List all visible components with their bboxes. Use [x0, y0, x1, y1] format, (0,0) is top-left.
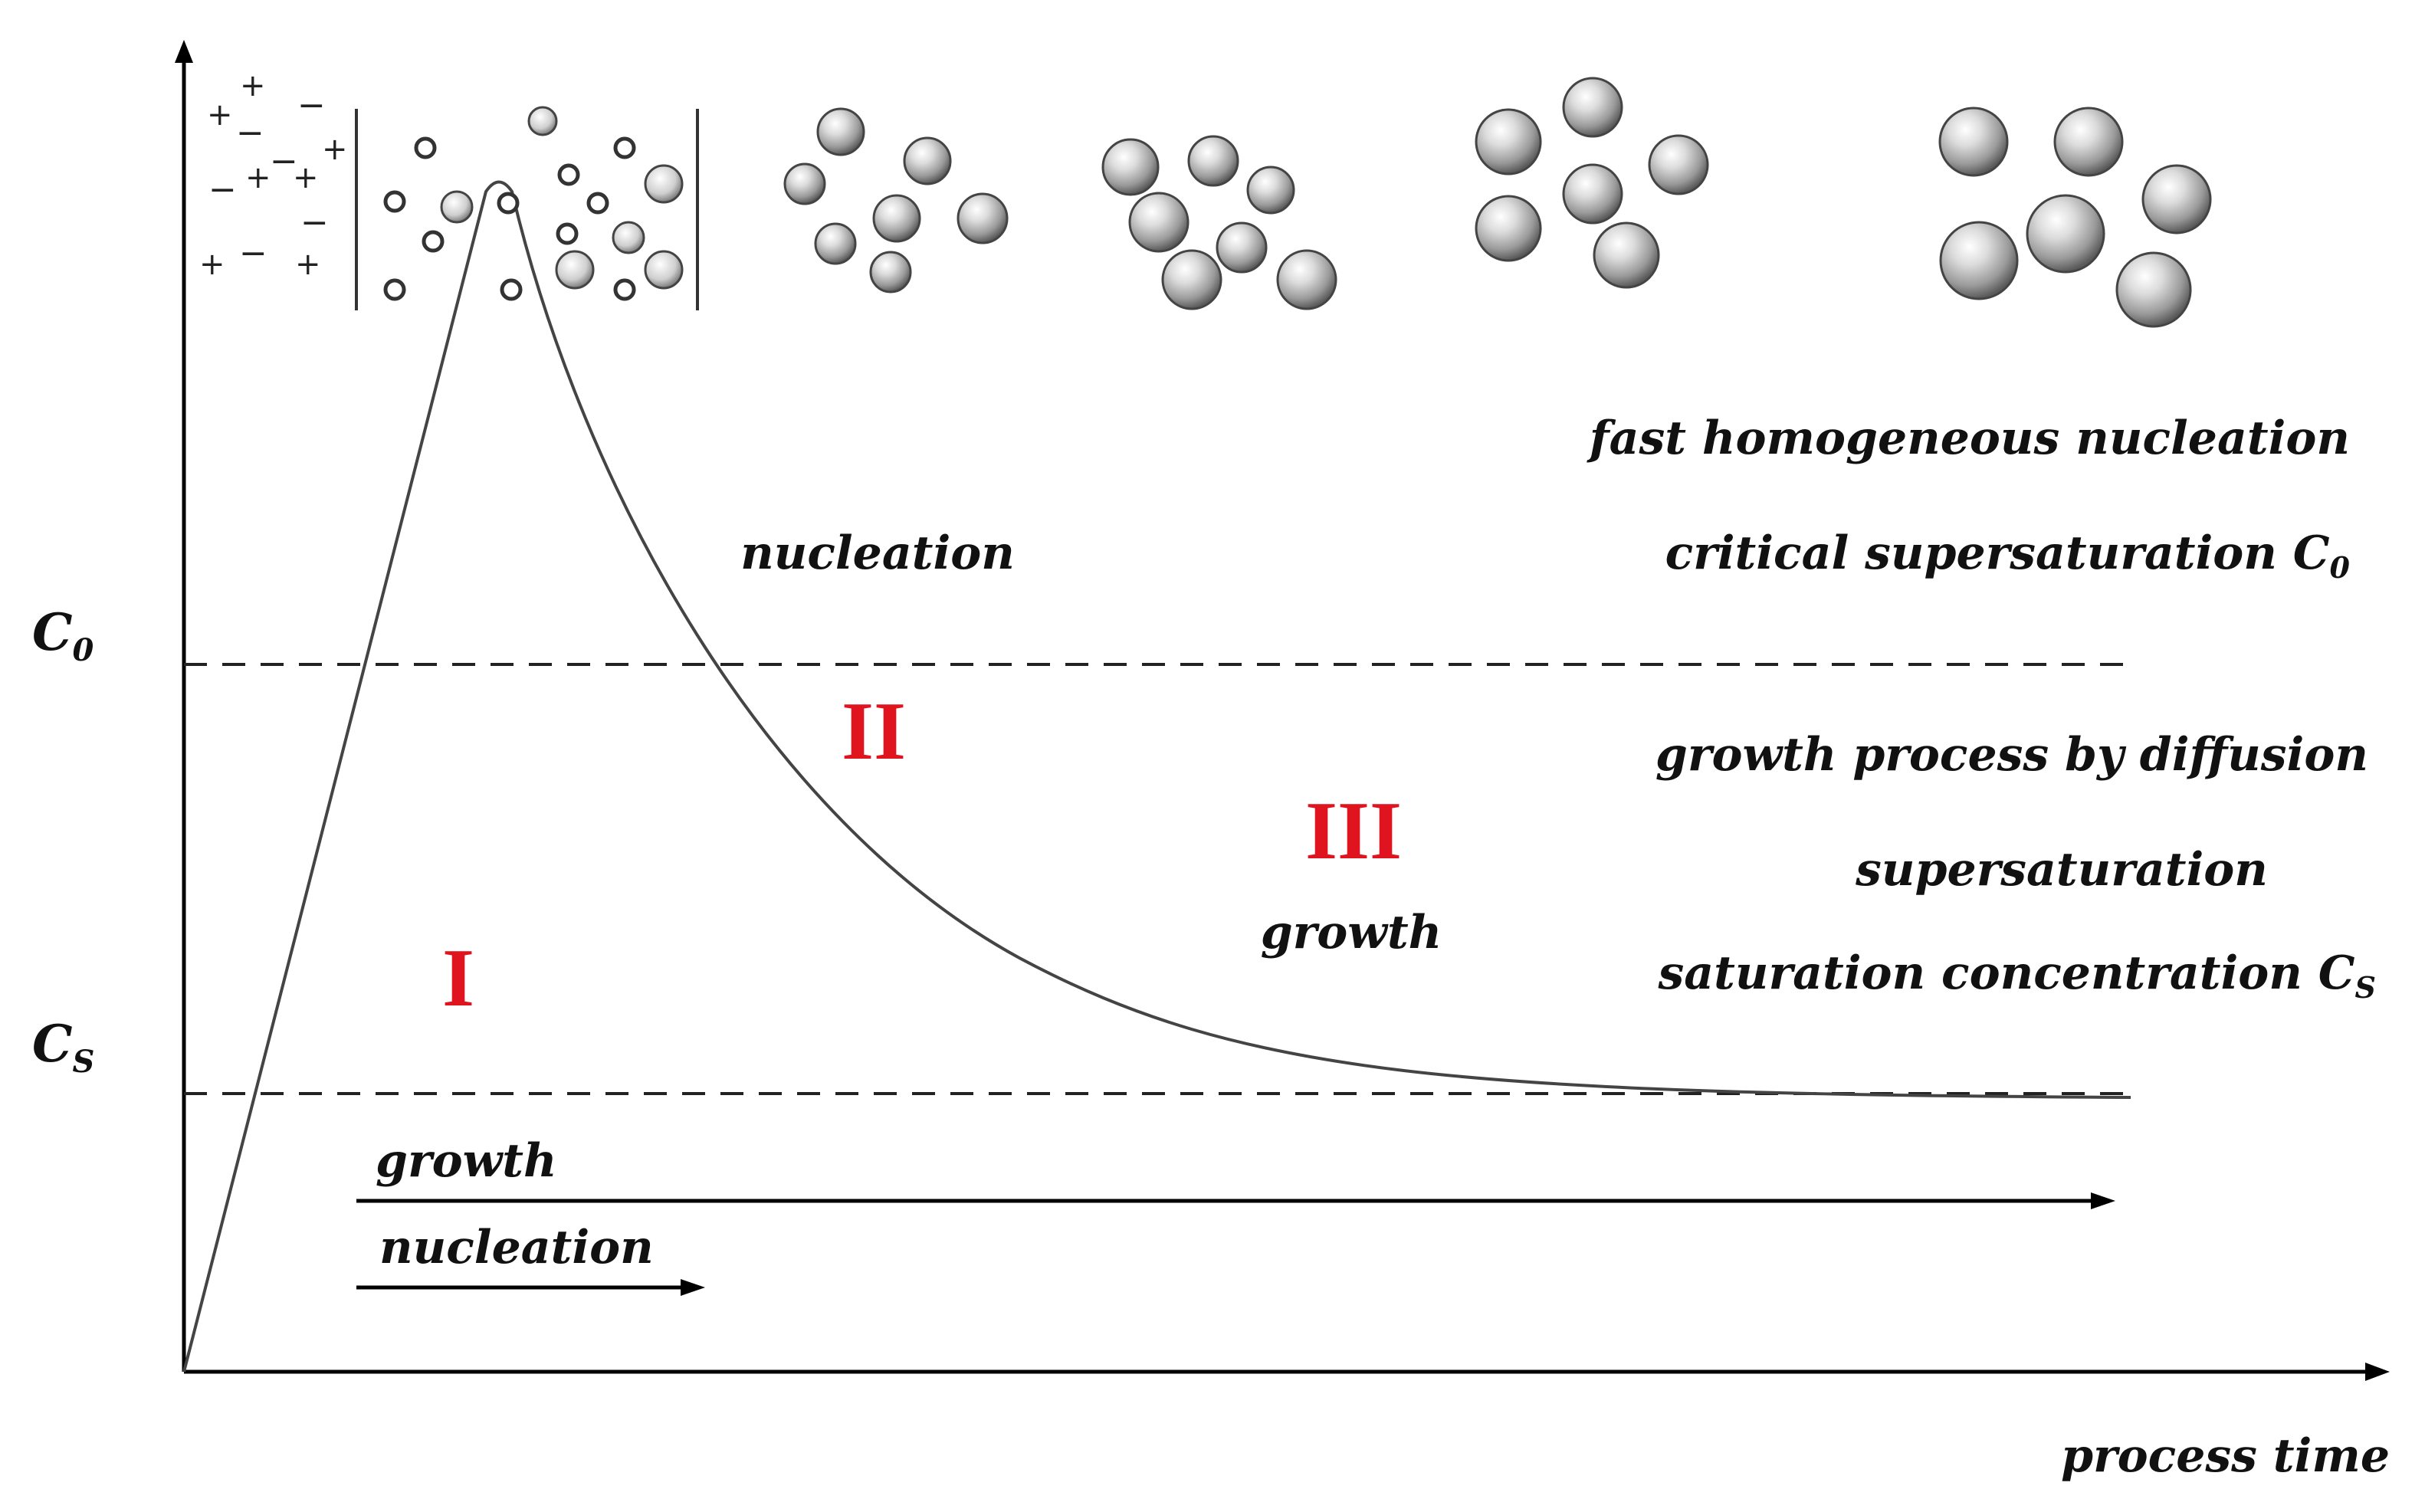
particle	[814, 222, 857, 265]
particle-cluster-3	[1475, 77, 1709, 289]
particle	[869, 251, 912, 294]
cs-symbol: CS	[32, 1014, 94, 1080]
growth-region-label: growth	[1261, 906, 1442, 959]
particle	[1475, 108, 1542, 175]
particle	[612, 221, 645, 254]
particle	[816, 107, 865, 156]
particle	[1187, 135, 1239, 187]
minus-ion-icon: −	[300, 203, 329, 242]
particle	[1593, 221, 1660, 289]
particle	[1562, 77, 1623, 138]
nuclei-panel	[383, 136, 636, 301]
particle-cluster-1	[783, 107, 1009, 294]
c0-symbol: C0	[32, 602, 94, 668]
particle-cluster-2	[1101, 135, 1337, 310]
stage-label-2: II	[842, 686, 906, 777]
supersaturation-label: supersaturation	[1855, 843, 2268, 897]
nucleus	[497, 192, 520, 215]
timeline-nucleation-label: nucleation	[379, 1221, 654, 1274]
particle	[1648, 134, 1709, 195]
particle	[527, 106, 558, 136]
growth-by-diffusion-label: growth process by diffusion	[1655, 728, 2368, 782]
particle-cluster-4	[1938, 107, 2212, 328]
plus-ion-icon: +	[240, 68, 266, 103]
y-axis-arrow-icon	[175, 40, 193, 63]
particle	[1128, 192, 1190, 253]
plus-ion-icon: +	[207, 97, 233, 133]
nucleus	[500, 278, 523, 301]
plus-ion-icon: +	[295, 247, 321, 282]
plus-ion-icon: +	[293, 160, 319, 195]
nucleus	[383, 190, 406, 213]
nucleation-region-label: nucleation	[740, 526, 1015, 580]
particle	[783, 162, 826, 205]
saturation-concentration-label: saturation concentration CS	[1658, 946, 2376, 1005]
particle	[644, 164, 684, 204]
minus-ion-icon: −	[297, 86, 326, 125]
nucleus	[414, 136, 437, 159]
particle	[2141, 164, 2212, 235]
nucleus	[556, 222, 579, 245]
particle	[2026, 194, 2105, 274]
particle	[1475, 195, 1542, 262]
minus-ion-icon: −	[208, 170, 237, 209]
plus-ion-icon: +	[199, 247, 225, 282]
nucleus	[586, 192, 609, 215]
particle	[2053, 107, 2124, 177]
particle	[1276, 249, 1337, 310]
particle	[1562, 163, 1623, 225]
timeline-growth-label: growth	[376, 1134, 557, 1188]
nucleus	[383, 278, 406, 301]
minus-ion-icon: −	[236, 113, 264, 153]
particle	[1939, 221, 2019, 300]
stage-label-1: I	[442, 933, 474, 1024]
nucleus	[557, 163, 580, 186]
particle	[1216, 221, 1268, 274]
nucleus	[613, 136, 636, 159]
particle	[440, 190, 474, 224]
x-axis-label: process time	[2061, 1429, 2390, 1483]
particle	[644, 250, 684, 290]
timeline-growth-arrowhead-icon	[2091, 1192, 2115, 1209]
plus-ion-icon: +	[245, 160, 271, 195]
particle	[872, 194, 921, 243]
nucleus	[422, 230, 445, 253]
particle	[903, 136, 952, 185]
timeline-nucleation-arrowhead-icon	[681, 1279, 705, 1296]
plus-ion-icon: +	[322, 132, 348, 167]
concentration-curve	[182, 180, 2131, 1373]
particle	[1101, 138, 1160, 196]
critical-supersaturation-label: critical supersaturation C0	[1665, 526, 2351, 585]
particle	[2115, 251, 2192, 328]
particle	[555, 250, 595, 290]
minus-ion-icon: −	[239, 234, 267, 273]
particle	[1161, 249, 1222, 310]
particle	[957, 192, 1009, 244]
stage-label-3: III	[1305, 786, 1402, 877]
axes	[175, 40, 2390, 1381]
minus-ion-icon: −	[270, 142, 298, 181]
x-axis-arrow-icon	[2365, 1363, 2390, 1381]
particle	[1938, 107, 2009, 177]
fast-homogeneous-nucleation-label: fast homogeneous nucleation	[1587, 412, 2350, 465]
nucleus	[613, 278, 636, 301]
particle	[1246, 166, 1295, 215]
ion-panel: + + + + + + + − − − − − −	[199, 68, 348, 282]
early-particles	[440, 106, 684, 290]
